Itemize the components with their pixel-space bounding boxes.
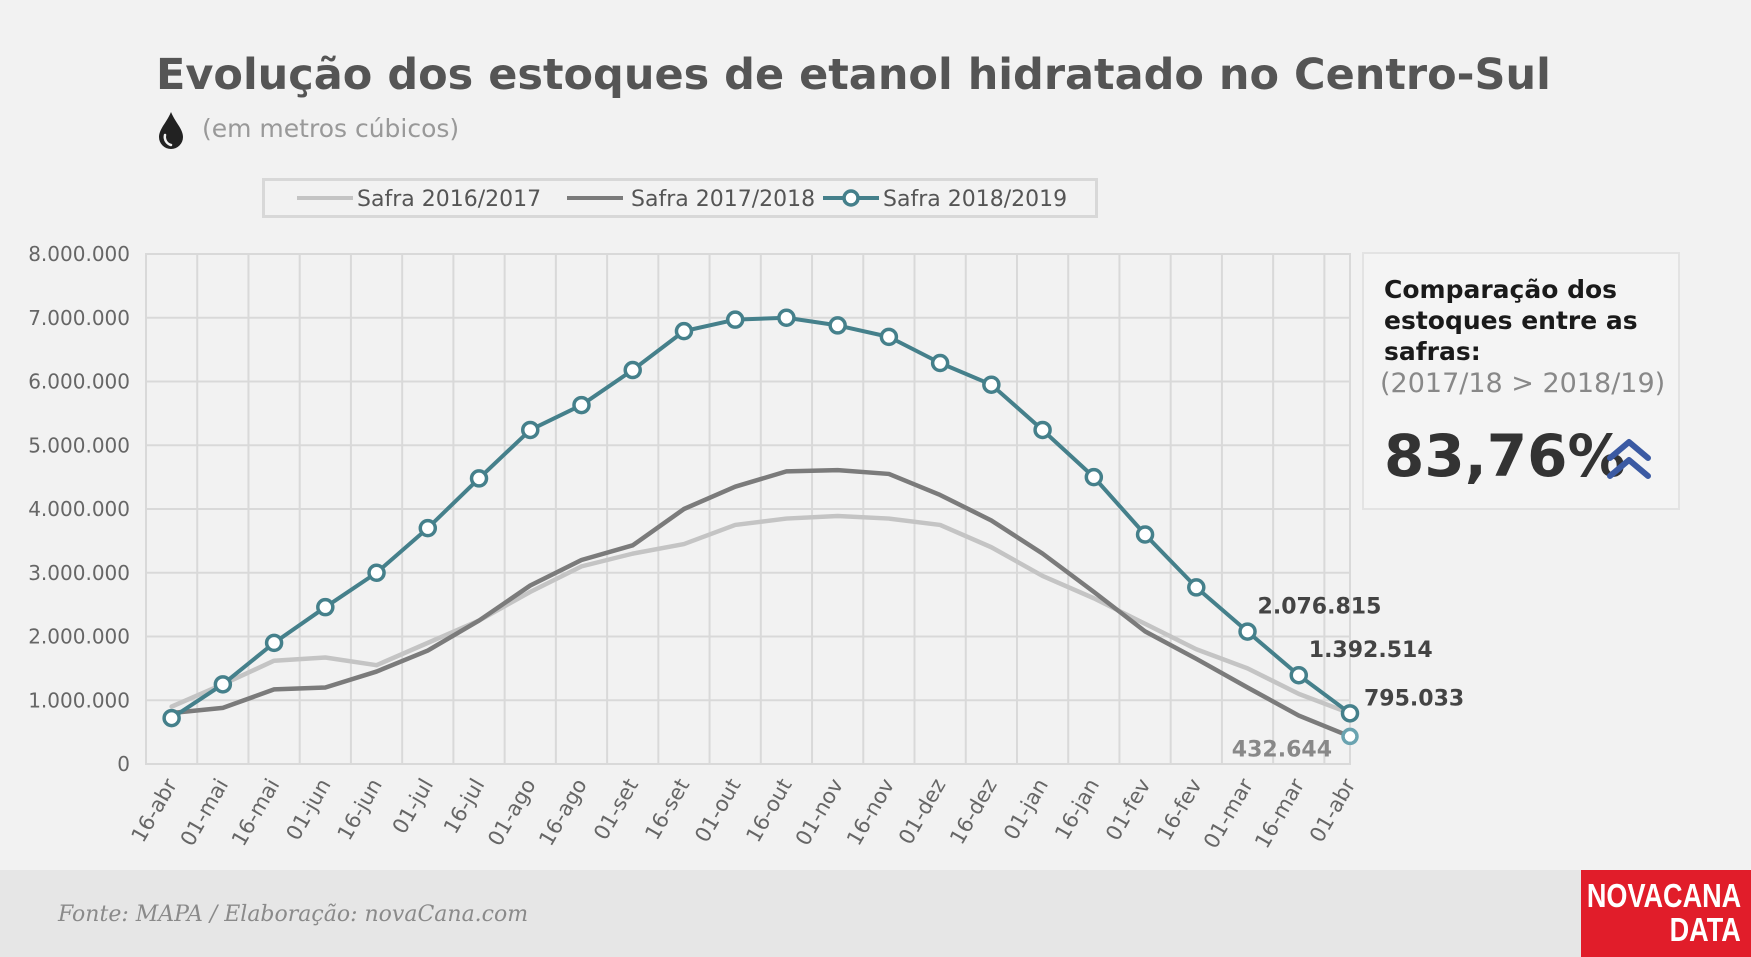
series-line [169,513,1353,716]
x-tick-label: 16-ago [534,775,591,851]
x-tick-label: 01-set [589,775,643,845]
data-label: 1.392.514 [1309,638,1433,663]
data-point [1289,665,1309,685]
annotation-layer: 2.076.815 1.392.514 795.033 432.644 [1232,595,1464,763]
data-point [521,420,540,440]
x-tick-label: 01-jan [999,775,1053,844]
data-point [264,633,284,653]
data-point [316,597,335,617]
data-point [930,353,950,373]
x-tick-label: 16-mai [227,775,285,851]
x-tick-label: 16-dez [945,775,1002,849]
x-tick-label: 16-jan [1050,775,1104,844]
legend-label: Safra 2016/2017 [357,187,542,212]
x-tick-label: 01-dez [894,775,951,849]
data-point [1238,622,1257,641]
x-tick-label: 01-jul [388,775,438,838]
source-note: Fonte: MAPA / Elaboração: novaCana.com [58,902,529,927]
y-axis-ticks: 8.000.000 7.000.000 6.000.000 5.000.000 4.00… [28,242,130,776]
legend-swatch [823,189,879,207]
data-label: 432.644 [1232,737,1332,762]
y-tick-label: 4.000.000 [28,497,130,521]
data-point [725,310,745,329]
data-point [1340,704,1360,723]
x-tick-label: 16-mar [1250,774,1309,852]
series-line [169,467,1353,739]
y-tick-label: 6.000.000 [28,370,130,394]
data-point [828,316,847,335]
logo-line-1: NOVACANA [1586,877,1741,914]
comparison-subtitle: (2017/18 > 2018/19) [1380,368,1666,399]
x-tick-label: 16-set [640,775,694,845]
data-point [982,375,1001,394]
y-tick-label: 2.000.000 [28,625,130,649]
double-chevron-up-icon [1607,439,1651,479]
chart-grid [145,253,1351,765]
legend-swatch [567,196,623,200]
data-point [418,518,438,538]
data-point [1084,467,1104,487]
line-chart: 8.000.000 7.000.000 6.000.000 5.000.000 4.00… [28,242,1464,853]
y-tick-label: 0 [117,752,130,776]
data-point [879,327,899,347]
comparison-value: 83,76% [1384,422,1626,490]
x-tick-label: 01-ago [483,775,540,851]
chart-subtitle: (em metros cúbicos) [202,114,460,143]
data-point [1187,578,1206,597]
x-tick-label: 01-nov [791,775,848,850]
data-label: 795.033 [1364,686,1464,711]
legend-swatch [297,196,353,200]
x-tick-label: 16-fev [1152,775,1206,845]
novacana-data-logo: NOVACANA DATA [1581,870,1751,957]
x-tick-label: 16-out [741,775,796,847]
series-2016-2017 [169,513,1353,716]
series-2018-2019 [162,308,1360,728]
comparison-panel: Comparação dos estoques entre as safras:… [1362,252,1680,510]
y-tick-label: 8.000.000 [28,242,130,266]
data-point [674,321,694,341]
series-2017-2018 [169,467,1353,739]
x-tick-label: 01-mai [176,775,234,851]
data-label: 2.076.815 [1258,595,1382,620]
footer: Fonte: MAPA / Elaboração: novaCana.com N… [0,870,1751,957]
x-tick-label: 01-out [690,775,745,847]
legend-label: Safra 2018/2019 [883,187,1068,212]
x-tick-label: 16-abr [127,774,183,846]
highlight-point [1341,727,1359,746]
chart-title: Evolução dos estoques de etanol hidratad… [156,50,1551,100]
legend: Safra 2016/2017 Safra 2017/2018 Safra 20… [262,178,1098,218]
y-tick-label: 5.000.000 [28,433,130,457]
logo-line-2: DATA [1669,911,1741,948]
data-point [1033,420,1052,440]
data-point [162,708,181,728]
data-point [572,395,591,415]
data-point [469,469,489,488]
series-line [169,315,1352,721]
x-tick-label: 16-jul [439,775,489,838]
legend-label: Safra 2017/2018 [631,187,816,212]
data-point [1135,525,1155,544]
data-point [623,360,642,380]
y-tick-label: 3.000.000 [28,561,130,585]
x-tick-label: 16-nov [842,775,899,850]
data-point [777,308,796,327]
y-tick-label: 1.000.000 [28,688,130,712]
data-point [367,563,386,582]
x-tick-label: 16-jun [333,775,387,845]
x-tick-label: 01-jun [281,775,335,845]
y-tick-label: 7.000.000 [28,306,130,330]
comparison-title: Comparação dos estoques entre as safras: [1384,275,1638,366]
drop-icon [159,112,183,149]
series-layer [162,308,1360,739]
data-point [213,675,233,694]
x-tick-label: 01-abr [1305,774,1361,846]
x-tick-label: 01-fev [1101,775,1155,845]
